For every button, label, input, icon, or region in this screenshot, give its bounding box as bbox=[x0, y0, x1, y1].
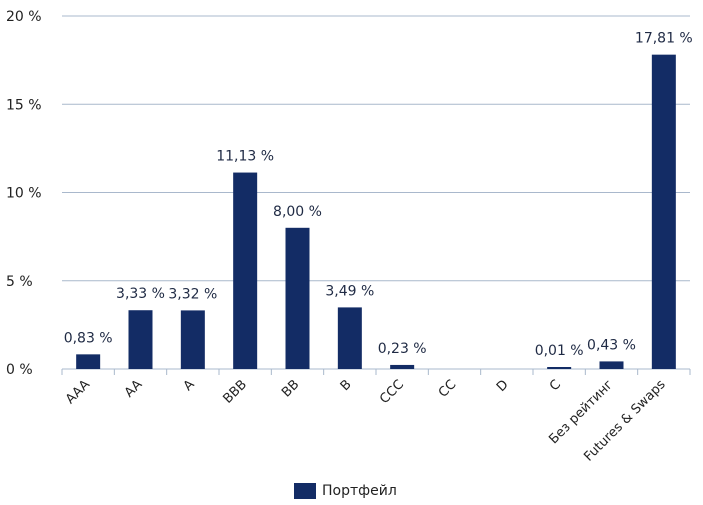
x-tick-label: BBB bbox=[220, 377, 250, 407]
x-tick-label: CCC bbox=[377, 377, 407, 407]
data-label: 3,49 % bbox=[325, 283, 374, 299]
x-tick-label: BB bbox=[279, 377, 302, 400]
y-tick-label: 15 % bbox=[6, 97, 42, 113]
bar bbox=[180, 310, 205, 369]
legend-label: Портфейл bbox=[322, 483, 397, 499]
x-tick-label: D bbox=[494, 377, 512, 395]
data-label: 17,81 % bbox=[635, 31, 693, 47]
data-label: 0,83 % bbox=[64, 330, 113, 346]
y-axis-ticks: 0 % 5 % 10 % 15 % 20 % bbox=[6, 9, 42, 378]
x-tick-label: CC bbox=[436, 377, 459, 400]
bar bbox=[285, 227, 310, 369]
bar bbox=[76, 354, 101, 369]
bar bbox=[651, 54, 676, 369]
bars bbox=[76, 54, 676, 369]
x-tick-label: A bbox=[181, 377, 198, 394]
y-tick-label: 0 % bbox=[6, 362, 33, 378]
data-label: 8,00 % bbox=[273, 204, 322, 220]
bar bbox=[547, 367, 572, 369]
data-labels: 0,83 % 3,33 % 3,32 % 11,13 % 8,00 % 3,49 % 0,2… bbox=[64, 31, 693, 359]
y-gridlines bbox=[61, 15, 691, 375]
data-label: 3,33 % bbox=[116, 286, 165, 302]
y-tick-label: 5 % bbox=[6, 274, 33, 290]
data-label: 0,23 % bbox=[378, 341, 427, 357]
bar bbox=[128, 310, 153, 369]
y-tick-label: 10 % bbox=[6, 186, 42, 202]
x-tick-label: B bbox=[338, 377, 355, 394]
bar bbox=[390, 364, 415, 369]
legend: Портфейл bbox=[294, 483, 397, 499]
data-label: 0,43 % bbox=[587, 337, 636, 353]
bar bbox=[233, 172, 258, 369]
y-tick-label: 20 % bbox=[6, 9, 42, 25]
data-label: 0,01 % bbox=[535, 343, 584, 359]
data-label: 11,13 % bbox=[216, 149, 274, 165]
data-label: 3,32 % bbox=[168, 286, 217, 302]
bar bbox=[599, 361, 624, 369]
legend-swatch bbox=[294, 483, 316, 499]
bar bbox=[337, 307, 362, 369]
x-tick-label: AAA bbox=[63, 377, 93, 407]
x-tick-label: C bbox=[547, 377, 564, 394]
x-tick-label: AA bbox=[122, 377, 146, 401]
